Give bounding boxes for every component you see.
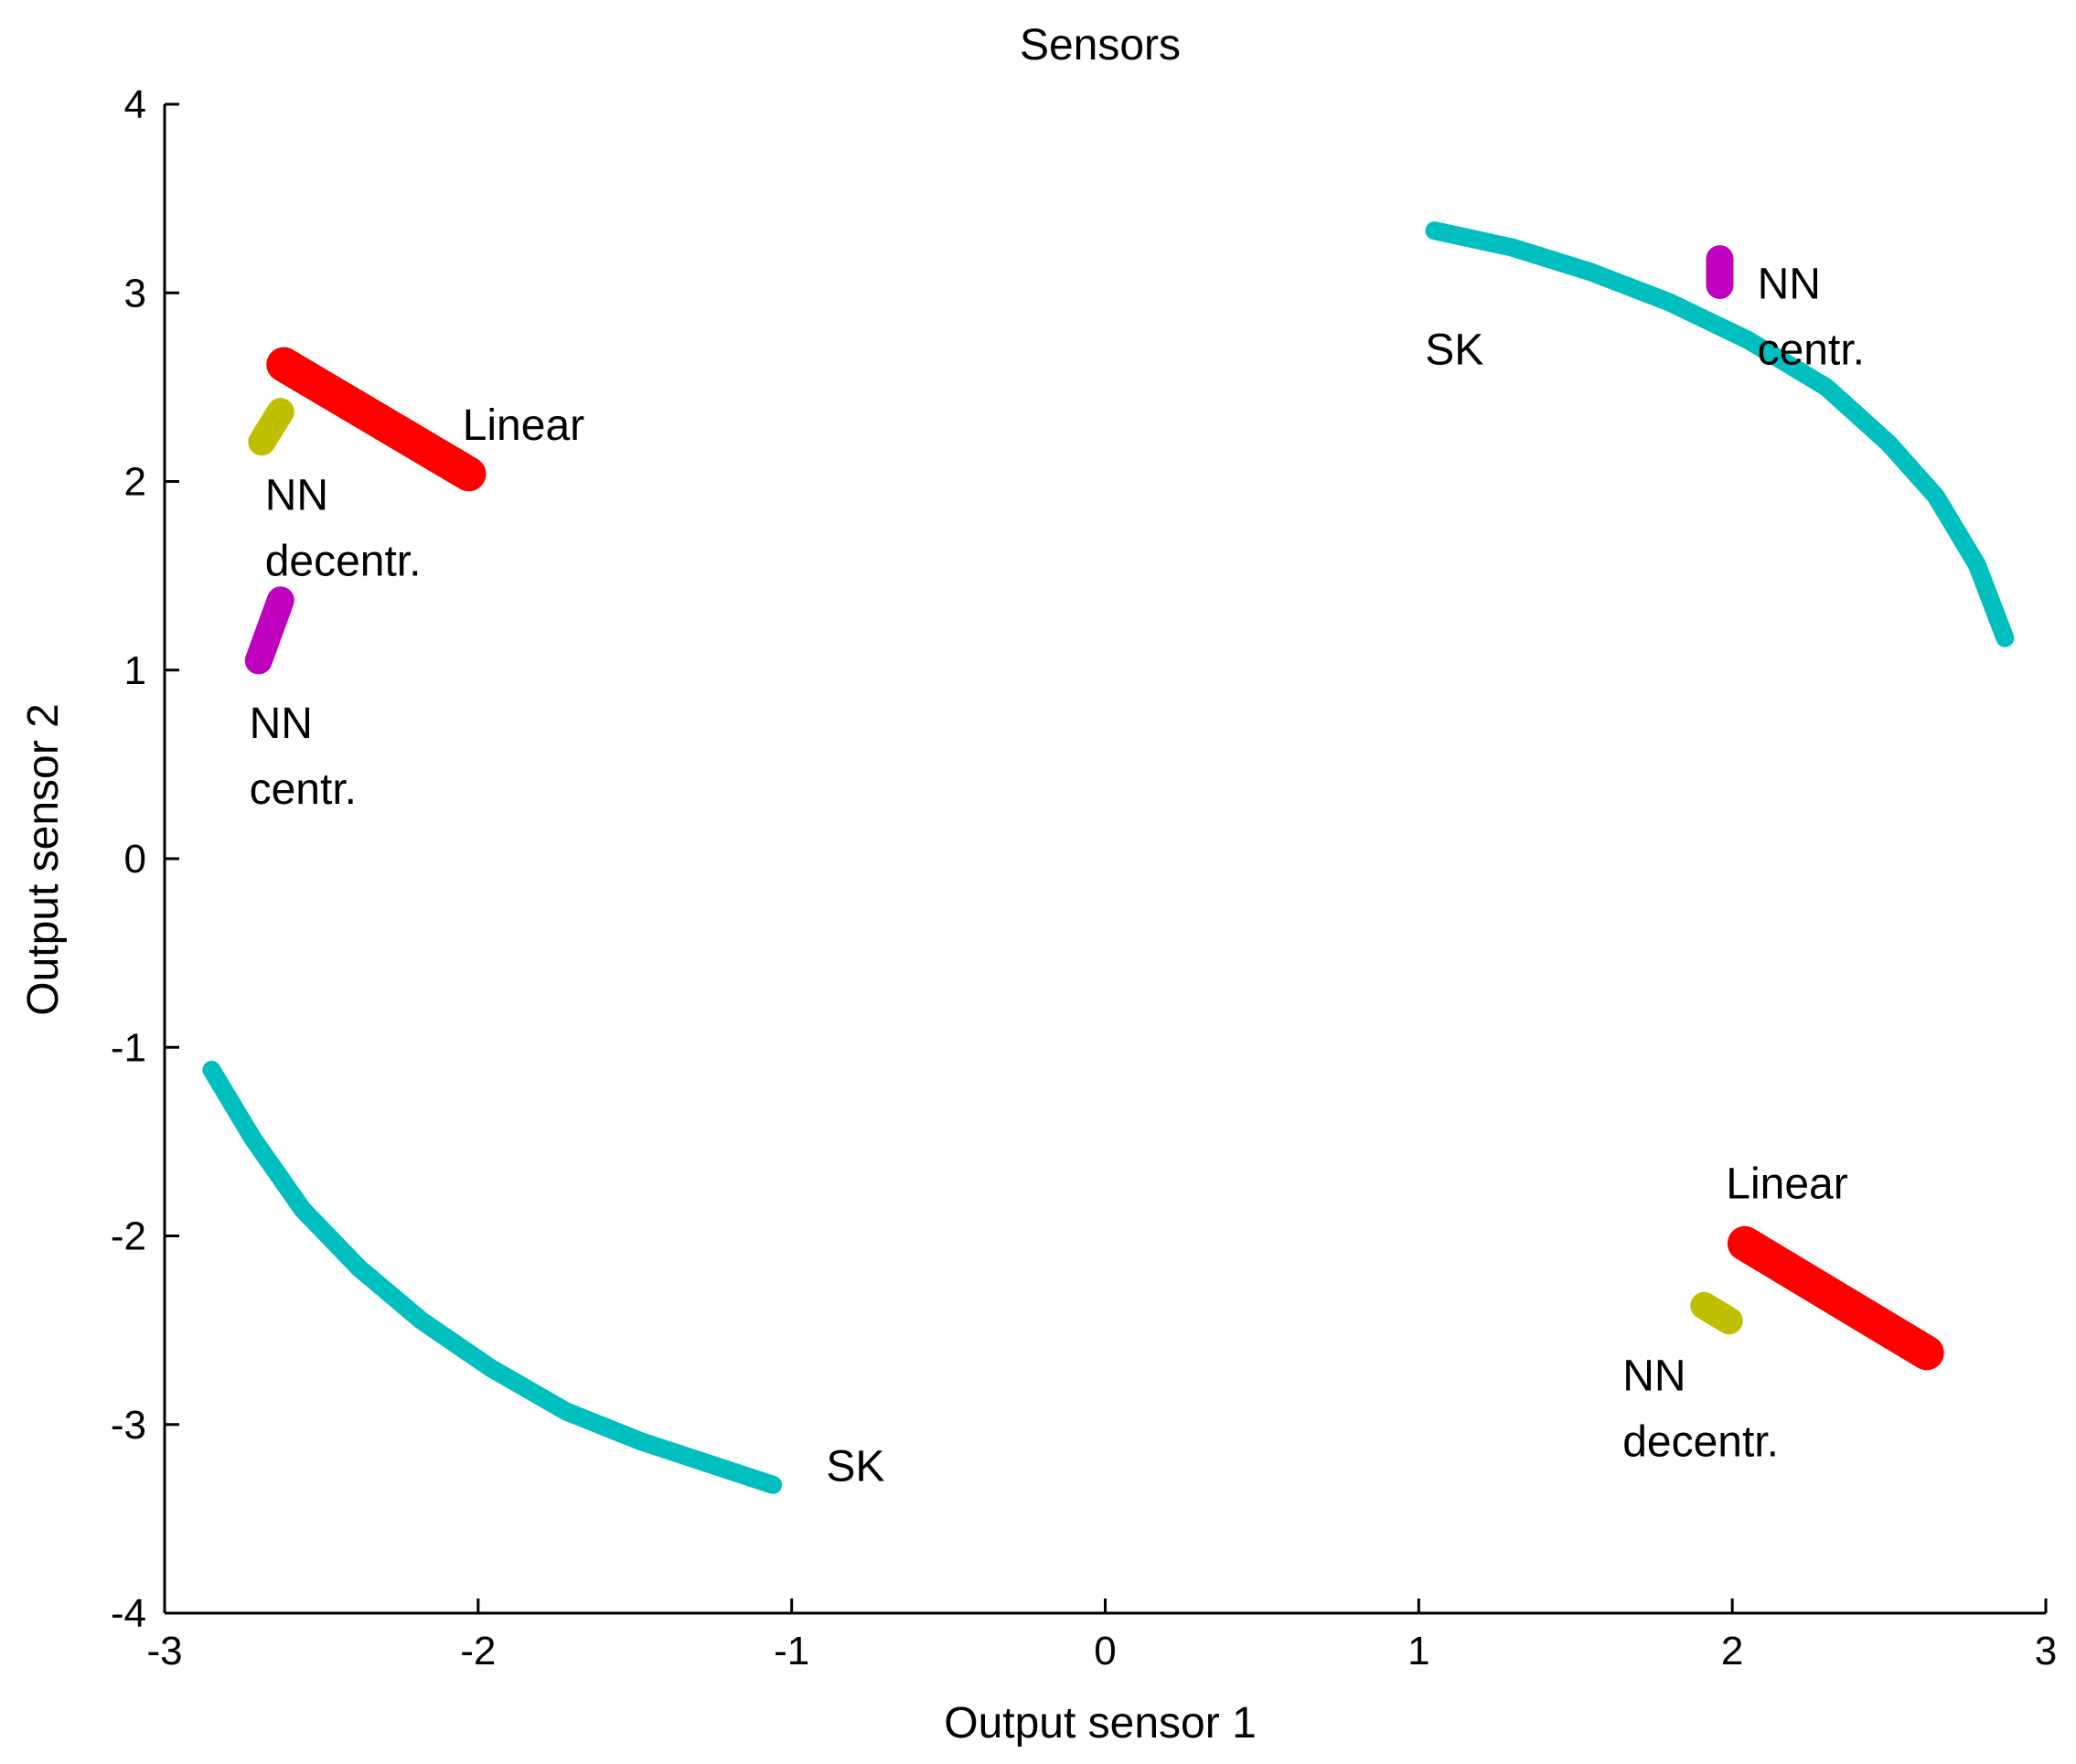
x-tick-label: -2 [460,1629,496,1673]
x-tick-label: 3 [2035,1629,2057,1673]
annotation-line: Linear [1726,1160,1847,1208]
annotation-line: SK [1425,326,1483,375]
annotation-line: NN [265,471,328,519]
plot-content [202,221,2015,1494]
y-tick-label: -1 [111,1025,146,1070]
y-tick-label: 0 [124,837,146,882]
series-3-cluster-0 [244,586,294,675]
annotation-line: SK [826,1443,884,1491]
annotation-label: SK [1425,326,1483,375]
annotation-line: NN [1622,1352,1685,1401]
y-tick-label: 2 [124,460,146,505]
series-2-cluster-0 [248,398,294,456]
annotation-label: NN centr. [1758,260,1865,374]
annotation-label: NN decentr. [1622,1352,1779,1467]
series-2-cluster-1 [1690,1291,1743,1335]
annotation-line: decentr. [1622,1418,1779,1467]
annotation-label: Linear [463,401,584,450]
annotation-line: NN [250,700,313,748]
annotation-label: SK [826,1443,884,1491]
y-tick-label: -2 [111,1214,146,1259]
series-0-cluster-1 [202,1061,783,1494]
annotation-line: Linear [463,401,584,450]
x-tick-label: -1 [774,1629,809,1673]
series-1-cluster-0 [266,347,487,492]
y-tick-label: -4 [111,1591,146,1636]
y-axis-label: Output sensor 2 [19,703,68,1016]
chart-title: Sensors [1020,21,1181,69]
annotation-label: Linear [1726,1160,1847,1208]
annotation-label: NN centr. [250,700,357,814]
x-axis-label: Output sensor 1 [944,1699,1257,1748]
series-1-cluster-1 [1727,1225,1944,1371]
annotation-line: centr. [250,765,357,814]
x-tick-label: -3 [146,1629,182,1673]
annotation-line: centr. [1758,326,1865,374]
annotations: SK NN centr. Linear NN decentr. NN centr. Linear… [250,260,1865,1491]
x-tick-label: 1 [1407,1629,1429,1673]
series-0-cluster-0 [1425,221,2015,647]
y-tick-label: 1 [124,648,146,693]
annotation-line: NN [1758,260,1821,308]
y-tick-label: 3 [124,271,146,315]
x-tick-label: 0 [1094,1629,1116,1673]
annotation-line: decentr. [265,537,422,585]
y-tick-label: 4 [124,82,146,127]
y-tick-label: -3 [111,1403,146,1448]
x-tick-label: 2 [1721,1629,1743,1673]
annotation-label: NN decentr. [265,471,422,585]
